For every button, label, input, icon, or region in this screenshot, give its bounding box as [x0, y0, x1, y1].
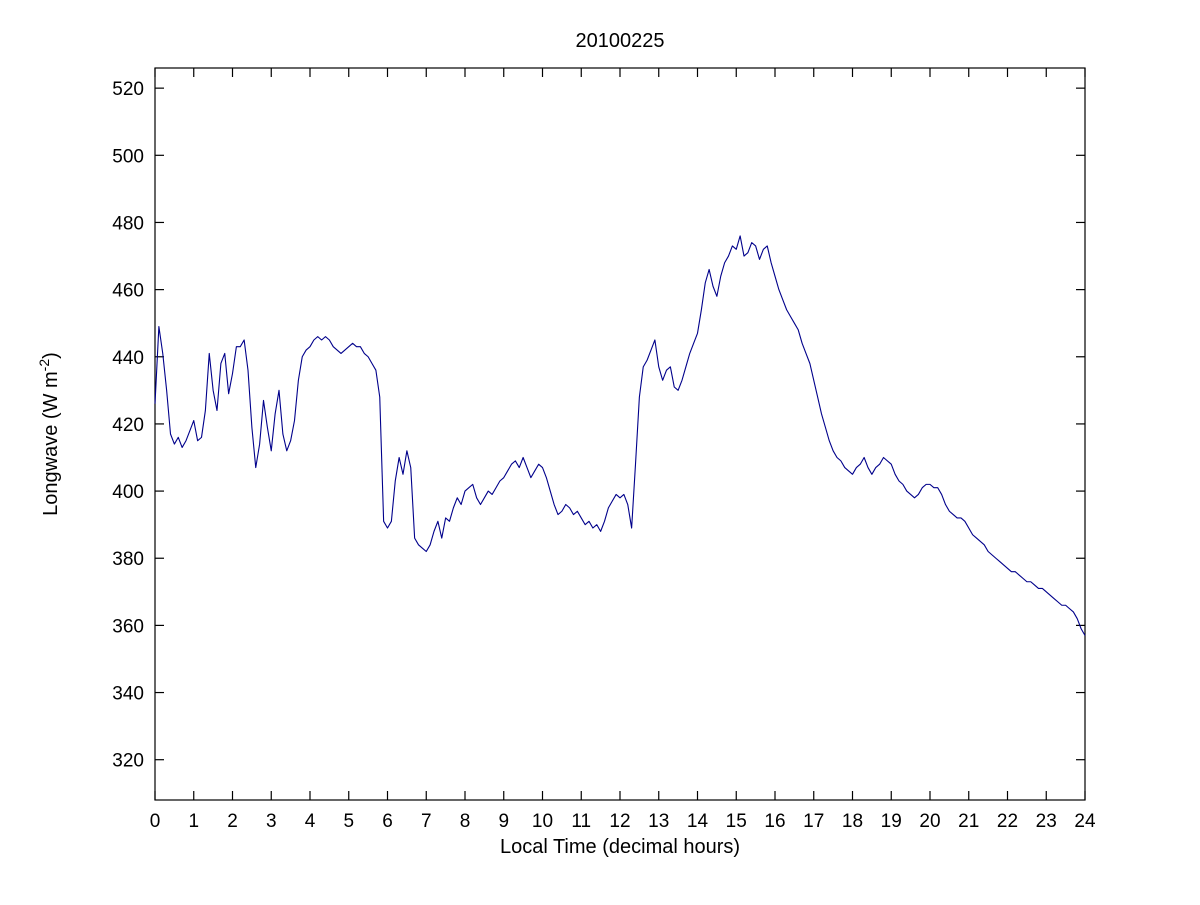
axis-ticks: [154, 68, 1086, 800]
y-tick-label: 320: [112, 751, 144, 772]
x-tick-label: 6: [382, 811, 393, 832]
y-tick-label: 340: [112, 684, 144, 705]
x-tick-label: 13: [648, 811, 669, 832]
x-tick-label: 3: [266, 811, 277, 832]
x-tick-label: 1: [188, 811, 199, 832]
x-tick-label: 22: [997, 811, 1018, 832]
x-tick-label: 19: [881, 811, 902, 832]
x-tick-label: 20: [919, 811, 940, 832]
y-tick-label: 500: [112, 146, 144, 167]
x-tick-label: 12: [609, 811, 630, 832]
y-tick-label: 460: [112, 281, 144, 302]
x-tick-label: 14: [687, 811, 709, 832]
y-tick-label: 400: [112, 482, 144, 503]
x-tick-label: 11: [571, 811, 591, 832]
x-tick-label: 0: [150, 811, 161, 832]
x-tick-label: 15: [726, 811, 747, 832]
x-tick-label: 18: [842, 811, 863, 832]
plot-box: [154, 67, 1086, 801]
y-axis-label-close: ): [40, 352, 62, 359]
y-tick-label: 440: [112, 348, 144, 369]
y-tick-label: 480: [112, 213, 144, 234]
x-tick-label: 4: [305, 811, 316, 832]
y-tick-label: 360: [112, 616, 144, 637]
x-tick-label: 8: [460, 811, 471, 832]
data-line: [154, 235, 1086, 636]
x-tick-label: 24: [1074, 811, 1096, 832]
axis-tick-labels: 0 1 2 3 4 5 6 7 8 9 10 11 12 13 14 15 16 17 18 19 20 21 22 23 24…: [112, 79, 1096, 832]
x-tick-label: 7: [421, 811, 432, 832]
y-axis-label-sup: -2: [36, 359, 52, 372]
x-tick-label: 16: [764, 811, 785, 832]
y-tick-label: 380: [112, 549, 144, 570]
x-tick-label: 10: [532, 811, 553, 832]
x-tick-label: 17: [803, 811, 824, 832]
x-tick-label: 21: [958, 811, 979, 832]
chart-title: 20100225: [576, 30, 665, 52]
y-tick-label: 420: [112, 415, 144, 436]
x-tick-label: 23: [1036, 811, 1057, 832]
x-tick-label: 5: [343, 811, 354, 832]
x-tick-label: 9: [498, 811, 509, 832]
y-axis-label: Longwave (W m-2): [36, 352, 62, 516]
x-tick-label: 2: [227, 811, 238, 832]
x-axis-label: Local Time (decimal hours): [500, 836, 740, 858]
y-axis-label-main: Longwave (W m: [40, 371, 62, 516]
y-tick-label: 520: [112, 79, 144, 100]
